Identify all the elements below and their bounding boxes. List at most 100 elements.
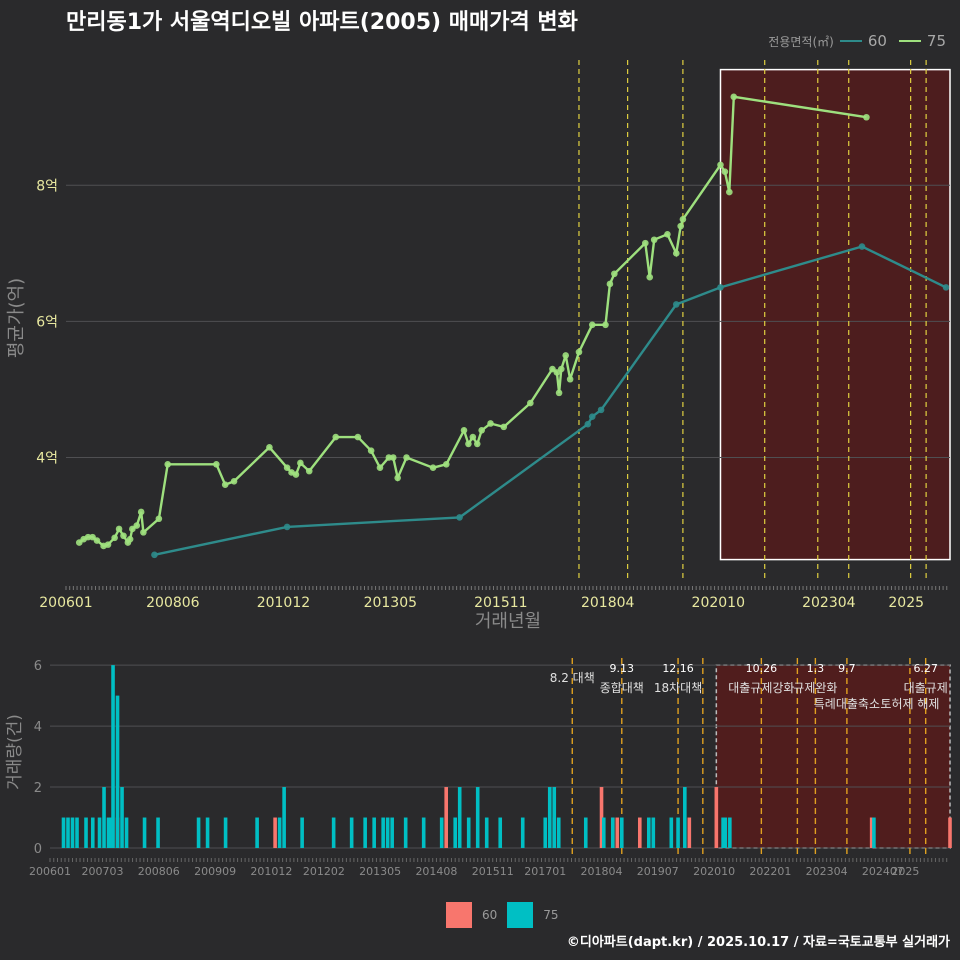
bar-75 — [403, 817, 408, 848]
bar-75 — [547, 787, 552, 848]
bar-75 — [457, 787, 462, 848]
data-point-60 — [597, 406, 605, 414]
bar-75 — [552, 787, 557, 848]
data-point-75 — [672, 250, 680, 257]
x-tick-label-bottom: 201804 — [581, 865, 623, 878]
data-point-60 — [858, 243, 866, 250]
data-point-75 — [555, 389, 563, 397]
legend-bottom: 60 75 — [446, 902, 559, 928]
data-point-75 — [376, 464, 384, 472]
bar-75 — [669, 817, 674, 848]
bar-60 — [615, 817, 620, 848]
bar-60 — [637, 817, 642, 848]
data-point-75 — [111, 534, 118, 542]
data-point-75 — [443, 461, 450, 468]
annotation-date: 1.3 — [807, 662, 825, 675]
x-tick-label-bottom: 202304 — [806, 865, 848, 878]
data-point-75 — [429, 464, 437, 472]
data-point-75 — [487, 420, 494, 427]
bar-60 — [444, 787, 448, 848]
bar-75 — [223, 817, 228, 848]
bar-75 — [70, 817, 75, 848]
bar-75 — [61, 817, 66, 848]
bar-75 — [439, 817, 444, 848]
legend-title: 전용면적(㎡) — [768, 34, 834, 49]
bar-75 — [646, 817, 651, 848]
x-tick-label-bottom: 201012 — [250, 865, 292, 878]
x-tick-label-bottom: 201701 — [524, 865, 566, 878]
bar-75 — [651, 817, 656, 848]
bar-75 — [196, 817, 201, 848]
annotation-date: 9.13 — [610, 662, 635, 675]
chart-title: 만리동1가 서울역디오빌 아파트(2005) 매매가격 변화 — [66, 10, 578, 35]
bar-75 — [277, 817, 282, 848]
data-point-75 — [469, 433, 477, 441]
data-point-75 — [611, 270, 618, 278]
x-tick-label-bottom: 201202 — [303, 865, 345, 878]
bar-75 — [390, 817, 394, 848]
data-point-75 — [164, 461, 172, 468]
highlight-box-bottom — [715, 664, 951, 849]
bar-75 — [728, 817, 732, 848]
annotation-date: 12.16 — [662, 662, 694, 675]
data-point-60 — [588, 413, 596, 420]
y-tick-label-bottom: 6 — [34, 659, 42, 674]
bar-75 — [108, 817, 113, 848]
data-point-75 — [721, 168, 729, 175]
x-tick-label-bottom: 201907 — [637, 865, 679, 878]
x-tick-label-bottom: 200703 — [82, 865, 124, 878]
bar-75 — [75, 817, 79, 848]
bar-75 — [453, 817, 458, 848]
bar-75 — [120, 787, 124, 848]
bar-75 — [520, 817, 525, 848]
y-tick-label-bottom: 4 — [34, 720, 42, 735]
y-tick-label-bottom: 0 — [34, 842, 42, 857]
x-tick-label: 202010 — [692, 595, 745, 611]
y-tick-label: 4억 — [36, 451, 58, 467]
bar-75 — [381, 817, 385, 848]
y-axis-title-bottom: 거래량(건) — [5, 714, 25, 790]
bar-75 — [421, 817, 426, 848]
bar-60 — [714, 787, 719, 848]
x-tick-label-bottom: 202201 — [749, 865, 791, 878]
x-tick-label: 201804 — [581, 595, 635, 611]
bar-75 — [619, 817, 624, 848]
data-point-75 — [500, 423, 508, 431]
data-point-75 — [133, 522, 141, 529]
data-point-75 — [394, 474, 401, 482]
data-point-75 — [562, 352, 570, 359]
x-tick-label: 201305 — [364, 595, 417, 611]
data-point-75 — [126, 535, 134, 543]
bar-75 — [363, 817, 367, 848]
x-tick-label-bottom: 201408 — [415, 865, 457, 878]
legend-line-60 — [839, 40, 862, 42]
annotation-label: 8.2 대책 — [550, 670, 595, 685]
bar-75 — [331, 817, 336, 848]
x-tick-label-bottom: 201305 — [359, 865, 401, 878]
data-point-60 — [456, 514, 463, 521]
data-point-75 — [213, 461, 220, 468]
data-point-75 — [465, 440, 472, 448]
bar-75 — [102, 787, 106, 848]
y-tick-label: 8억 — [36, 178, 58, 194]
bar-75 — [475, 787, 480, 848]
data-point-75 — [305, 467, 313, 475]
legend-label-60: 60 — [867, 32, 887, 50]
data-point-75 — [140, 529, 147, 536]
data-point-75 — [230, 478, 238, 485]
bar-60 — [687, 817, 692, 848]
data-point-75 — [566, 375, 574, 383]
legend-bottom-label-60: 60 — [482, 908, 498, 922]
bar-75 — [498, 817, 503, 848]
bar-75 — [255, 817, 259, 848]
bar-75 — [676, 817, 680, 848]
x-tick-label-bottom: 200806 — [138, 865, 180, 878]
x-tick-label: 202304 — [802, 595, 856, 611]
data-point-60 — [942, 284, 950, 291]
data-point-75 — [730, 93, 738, 101]
bar-60 — [599, 787, 604, 848]
data-point-75 — [137, 508, 145, 516]
data-point-75 — [155, 515, 163, 523]
